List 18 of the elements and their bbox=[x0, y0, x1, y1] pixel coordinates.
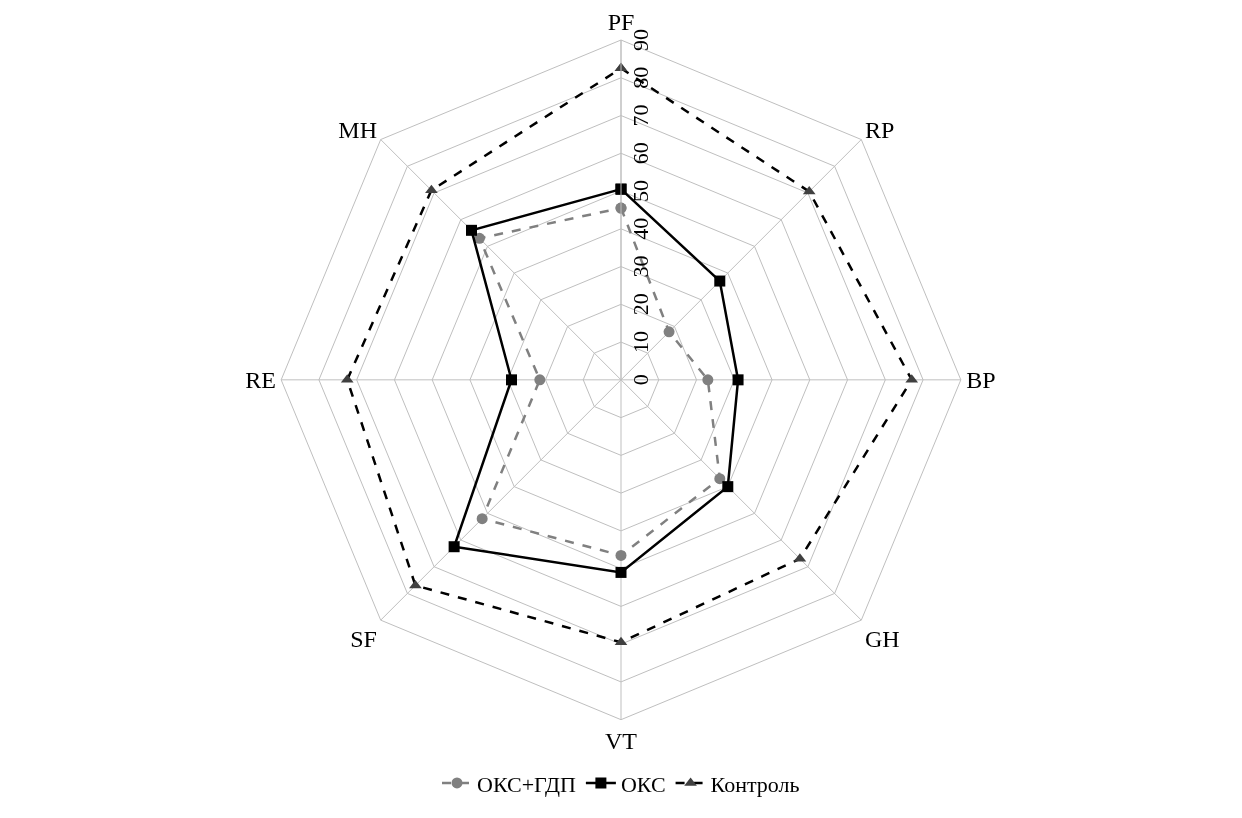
spoke-label: RP bbox=[865, 117, 895, 144]
spoke-label: BP bbox=[966, 367, 996, 394]
y-tick-label: 50 bbox=[627, 180, 653, 203]
y-tick-label: 40 bbox=[627, 217, 653, 240]
spoke-label: VT bbox=[605, 727, 638, 754]
legend-label: ОКС bbox=[620, 771, 666, 797]
spoke-label: GH bbox=[865, 625, 900, 652]
spoke-label: MH bbox=[338, 117, 377, 144]
spoke-label: RE bbox=[245, 367, 276, 394]
spoke-label: SF bbox=[350, 625, 377, 652]
y-tick-label: 60 bbox=[627, 142, 653, 165]
y-tick-label: 70 bbox=[627, 104, 653, 127]
y-tick-label: 0 bbox=[627, 374, 653, 386]
y-tick-label: 20 bbox=[627, 293, 653, 316]
legend-label: ОКС+ГДП bbox=[477, 771, 576, 797]
y-tick-label: 30 bbox=[627, 255, 653, 278]
legend-label: Контроль bbox=[710, 771, 800, 797]
y-tick-label: 10 bbox=[627, 331, 653, 354]
